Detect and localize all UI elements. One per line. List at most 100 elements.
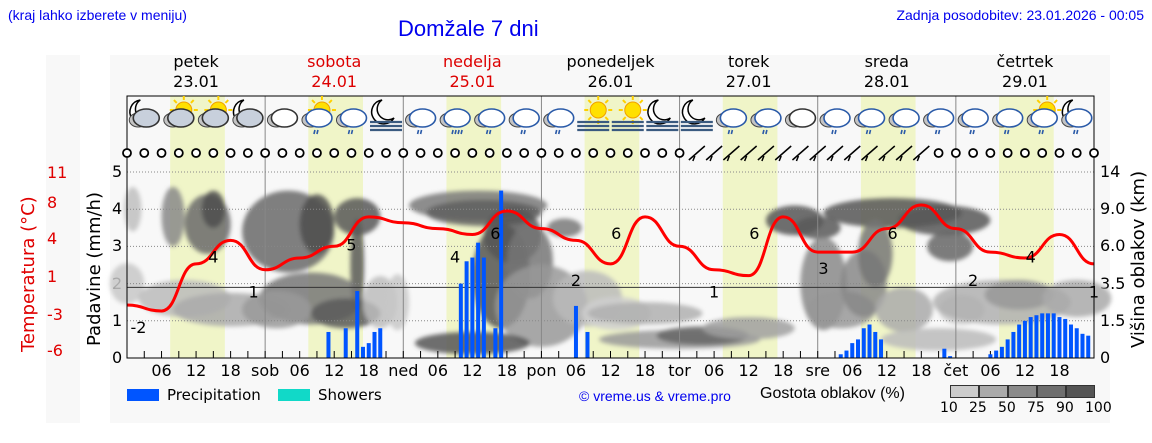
cloud-height-tick: 9.0	[1100, 199, 1126, 219]
day-label: petek 23.01	[136, 52, 256, 92]
moon-fog-icon	[680, 99, 713, 132]
day-label: sreda 28.01	[827, 52, 947, 92]
precipitation-bars	[326, 190, 1091, 358]
weather-icons	[128, 96, 1093, 135]
cloud-rain-icon	[854, 108, 886, 135]
sun-cloud-icon	[163, 96, 198, 128]
density-scale-label: 100	[1085, 400, 1112, 416]
svg-text:3: 3	[818, 259, 828, 278]
x-tick: 06	[427, 361, 448, 380]
x-tick: 18	[358, 361, 379, 380]
precipitation-tick: 5	[112, 162, 123, 181]
temperature-tick: 1	[47, 267, 58, 286]
day-label: nedelja 25.01	[412, 52, 532, 92]
x-tick: 12	[600, 361, 621, 380]
x-tick: 12	[876, 361, 897, 380]
x-tick: tor	[668, 361, 691, 380]
day-date: 24.01	[311, 72, 358, 91]
x-tick: 12	[324, 361, 345, 380]
cloud-rain-icon	[957, 108, 989, 135]
day-date: 27.01	[725, 72, 772, 91]
day-date: 25.01	[449, 72, 496, 91]
x-tick: 06	[289, 361, 310, 380]
cloud-rain-icon	[508, 108, 540, 135]
cloud-rain-icon	[474, 108, 506, 135]
showers-legend-label: Showers	[318, 386, 382, 404]
temperature-tick: -6	[47, 341, 63, 360]
day-name: četrtek	[996, 52, 1054, 71]
sun-cloud-rain-icon	[1026, 96, 1062, 135]
last-updated: Zadnja posodobitev: 23.01.2026 - 00:05	[896, 7, 1144, 23]
day-label: četrtek 29.01	[965, 52, 1085, 92]
day-name: torek	[727, 52, 770, 71]
cloud-density-label: Gostota oblakov (%)	[760, 385, 905, 402]
density-scale-cell	[979, 385, 1008, 398]
x-tick: 18	[1049, 361, 1070, 380]
day-label: sobota 24.01	[274, 52, 394, 92]
credit-link[interactable]: © vreme.us & vreme.pro	[579, 388, 731, 404]
sun-fog-icon	[611, 96, 647, 132]
svg-text:2: 2	[968, 271, 978, 290]
temp-axis-panel	[46, 55, 80, 423]
temperature-tick: 8	[47, 193, 58, 212]
moon-cloud-rain-icon	[1061, 99, 1093, 135]
cloud-heavy-rain-icon	[439, 108, 471, 135]
x-tick: čet	[943, 361, 969, 380]
day-label: torek 27.01	[689, 52, 809, 92]
x-tick: 18	[772, 361, 794, 380]
density-scale-cell	[950, 385, 979, 398]
density-scale-label: 75	[1027, 400, 1045, 416]
cloud-icon	[266, 108, 299, 128]
showers-legend-swatch	[278, 389, 310, 401]
density-scale-label: 50	[998, 400, 1016, 416]
sun-fog-icon	[577, 96, 613, 132]
svg-text:6: 6	[490, 224, 500, 243]
day-name: sreda	[864, 52, 909, 71]
svg-text:6: 6	[887, 224, 897, 243]
day-date: 29.01	[1002, 72, 1048, 91]
svg-text:6: 6	[611, 224, 621, 243]
svg-text:4: 4	[1026, 247, 1036, 266]
cloud-rain-icon	[750, 108, 782, 135]
cloud-rain-icon	[923, 108, 955, 135]
temperature-tick: 11	[47, 163, 68, 182]
cloud-height-tick: 6.0	[1100, 236, 1126, 256]
density-scale-label: 90	[1056, 400, 1074, 416]
precipitation-legend-label: Precipitation	[167, 386, 261, 404]
precipitation-tick: 0	[112, 348, 123, 367]
x-tick: 12	[185, 361, 207, 380]
x-tick: 06	[703, 361, 725, 380]
day-label: ponedeljek 26.01	[551, 52, 671, 92]
sun-cloud-rain-icon	[301, 96, 336, 135]
x-tick: 06	[151, 361, 172, 380]
svg-text:5: 5	[346, 236, 356, 255]
temperature-tick: 4	[47, 229, 58, 248]
wind-barbs	[122, 145, 1099, 162]
day-name: petek	[173, 52, 219, 71]
day-date: 28.01	[863, 72, 910, 91]
x-tick: 06	[980, 361, 1001, 380]
day-date: 26.01	[587, 72, 634, 91]
x-tick: 12	[738, 361, 759, 380]
sun-cloud-icon	[197, 96, 233, 128]
cloud-height-tick: 3.5	[1100, 273, 1126, 293]
x-tick: sre	[805, 361, 830, 380]
location-menu-hint: (kraj lahko izberete v meniju)	[8, 7, 187, 23]
density-scale-label: 10	[940, 400, 958, 416]
svg-text:4: 4	[450, 247, 460, 266]
cloud-height-tick: 14	[1100, 162, 1121, 181]
page-title: Domžale 7 dni	[398, 16, 539, 41]
x-tick: ned	[388, 361, 419, 380]
x-tick: sob	[251, 361, 280, 380]
moon-cloud-icon	[232, 99, 264, 128]
precipitation-tick: 1	[112, 310, 123, 330]
moon-fog-icon	[646, 99, 679, 132]
svg-text:1: 1	[249, 283, 259, 302]
svg-text:-2: -2	[131, 318, 147, 337]
precipitation-legend-swatch	[127, 389, 159, 401]
x-tick: 06	[842, 361, 863, 380]
svg-text:4: 4	[208, 247, 218, 266]
density-scale-cell	[1066, 385, 1095, 398]
